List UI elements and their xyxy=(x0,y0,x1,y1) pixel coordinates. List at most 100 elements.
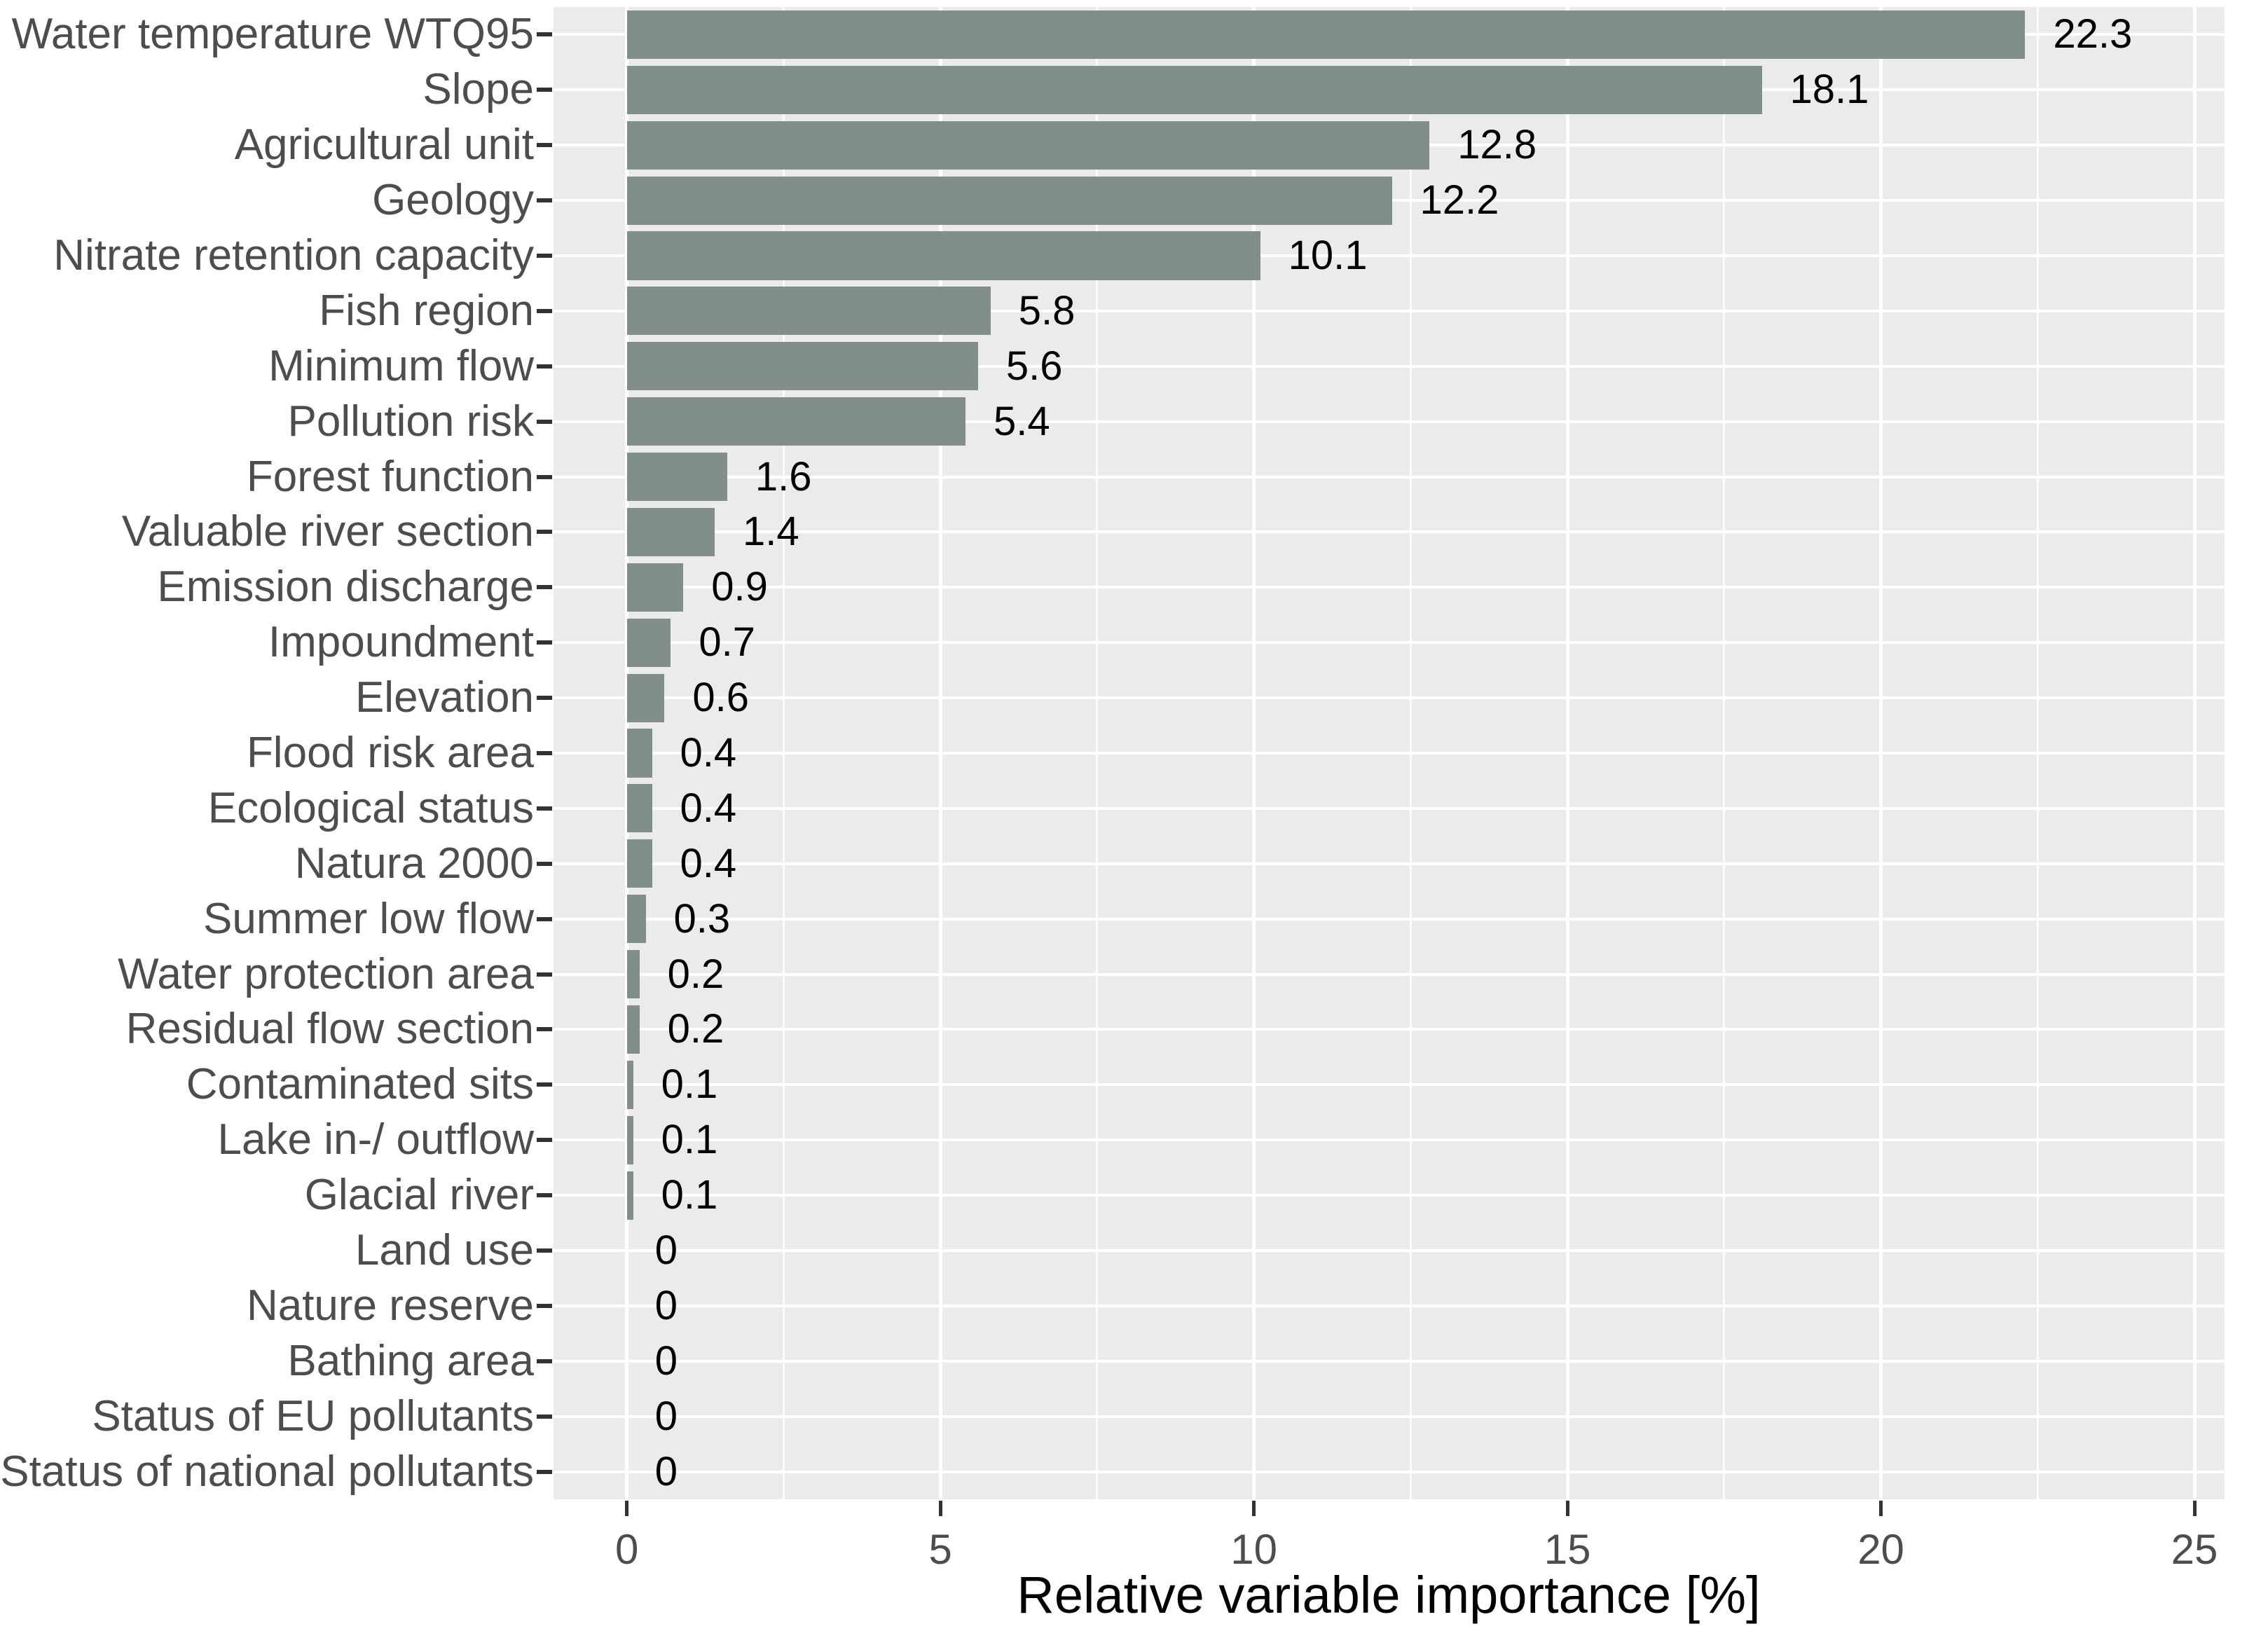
y-axis-label: Land use xyxy=(355,1226,534,1274)
x-axis-tick-label: 25 xyxy=(2171,1526,2218,1573)
x-axis-tick-mark xyxy=(938,1501,942,1516)
bar-value-label: 1.6 xyxy=(755,453,812,500)
bar-value-label: 0 xyxy=(654,1282,678,1328)
y-axis-tick-mark xyxy=(537,1082,552,1087)
bar-value-label: 0.2 xyxy=(667,951,724,997)
y-axis-tick-mark xyxy=(537,308,552,313)
category-gridline xyxy=(554,364,2225,368)
plot-panel: 22.3 18.1 12.8 12.2 10.1 5.8 5.6 5.4 1.6 1.4 0.9 0.… xyxy=(554,7,2225,1499)
y-axis-label: Status of EU pollutants xyxy=(92,1391,534,1440)
bar-value-label: 10.1 xyxy=(1288,233,1368,278)
y-axis-tick-mark xyxy=(537,640,552,645)
bar xyxy=(626,729,652,778)
bar xyxy=(626,618,671,667)
y-axis-tick-mark xyxy=(537,1469,552,1474)
y-axis-tick-mark xyxy=(537,861,552,866)
category-gridline xyxy=(554,641,2225,645)
y-axis-label: Minimum flow xyxy=(268,341,534,390)
y-axis-tick-mark xyxy=(537,1138,552,1143)
y-axis-tick-mark xyxy=(537,474,552,479)
bar xyxy=(626,397,965,446)
y-axis-tick-mark xyxy=(537,972,552,977)
category-gridline xyxy=(554,862,2225,865)
category-gridline xyxy=(554,917,2225,921)
y-axis-tick-mark xyxy=(537,1027,552,1032)
bar-value-label: 0.9 xyxy=(711,564,768,610)
bar-value-label: 18.1 xyxy=(1789,67,1869,113)
bar xyxy=(626,1060,633,1109)
y-axis-tick-mark xyxy=(537,1414,552,1419)
bar-value-label: 0.2 xyxy=(667,1006,724,1052)
y-axis-tick-mark xyxy=(537,916,552,921)
bar-value-label: 0.4 xyxy=(680,730,737,776)
category-gridline xyxy=(554,254,2225,257)
bar xyxy=(626,563,684,612)
bar-value-label: 0.1 xyxy=(661,1172,718,1218)
category-gridline xyxy=(554,806,2225,810)
y-axis-label: Natura 2000 xyxy=(294,839,534,888)
category-gridline xyxy=(554,1138,2225,1142)
bar-value-label: 1.4 xyxy=(742,509,799,555)
category-gridline xyxy=(554,752,2225,755)
y-axis-tick-mark xyxy=(537,254,552,258)
category-gridline xyxy=(554,1415,2225,1418)
category-gridline xyxy=(554,420,2225,423)
x-axis-tick-mark xyxy=(1565,1501,1569,1516)
y-axis-tick-mark xyxy=(537,88,552,92)
bar xyxy=(626,1005,640,1054)
bar xyxy=(626,65,1762,114)
y-axis-tick-mark xyxy=(537,143,552,148)
x-axis-title: Relative variable importance [%] xyxy=(1017,1566,1761,1624)
x-axis-tick-label: 5 xyxy=(928,1526,952,1573)
bar xyxy=(626,176,1392,225)
y-axis-label: Geology xyxy=(372,176,534,225)
bar xyxy=(626,342,978,391)
y-axis-label: Forest function xyxy=(246,452,534,501)
category-gridline xyxy=(554,1304,2225,1307)
y-axis-label: Summer low flow xyxy=(203,894,534,943)
y-axis-label: Elevation xyxy=(355,673,534,722)
bar-value-label: 0.1 xyxy=(661,1117,718,1163)
bar xyxy=(626,287,991,336)
x-axis-tick-mark xyxy=(1879,1501,1883,1516)
y-axis-label: Ecological status xyxy=(207,783,534,832)
bar-value-label: 0 xyxy=(654,1448,678,1494)
category-gridline xyxy=(554,1249,2225,1252)
y-axis-label: Pollution risk xyxy=(287,397,534,446)
x-axis-tick-label: 20 xyxy=(1857,1526,1904,1573)
bar xyxy=(626,1171,633,1220)
category-gridline xyxy=(554,972,2225,976)
bar-value-label: 5.8 xyxy=(1018,287,1075,333)
category-gridline xyxy=(554,475,2225,479)
bar-value-label: 5.6 xyxy=(1005,343,1063,389)
y-axis-label: Water temperature WTQ95 xyxy=(11,10,534,59)
bar-value-label: 12.8 xyxy=(1457,122,1537,168)
y-axis-tick-mark xyxy=(537,530,552,535)
y-axis-tick-mark xyxy=(537,1358,552,1363)
bar-value-label: 0.4 xyxy=(680,840,737,886)
y-axis-label: Status of national pollutants xyxy=(0,1447,534,1496)
y-axis-label: Nitrate retention capacity xyxy=(53,231,534,280)
bar-value-label: 0.1 xyxy=(661,1061,718,1108)
y-axis-label: Slope xyxy=(422,65,534,114)
y-axis-label: Emission discharge xyxy=(157,563,534,612)
y-axis-tick-mark xyxy=(537,364,552,369)
y-axis-label: Agricultural unit xyxy=(234,121,534,170)
x-axis-tick-mark xyxy=(1252,1501,1256,1516)
bar-value-label: 0.4 xyxy=(680,785,737,831)
y-axis-label: Water protection area xyxy=(118,949,534,998)
bar xyxy=(626,895,646,944)
category-gridline xyxy=(554,696,2225,700)
category-gridline xyxy=(554,1028,2225,1031)
y-axis-label: Bathing area xyxy=(287,1336,534,1385)
y-axis-tick-mark xyxy=(537,696,552,701)
bar xyxy=(626,453,727,502)
category-gridline xyxy=(554,1359,2225,1363)
y-axis-tick-mark xyxy=(537,1248,552,1253)
bar xyxy=(626,1115,633,1164)
category-gridline xyxy=(554,1083,2225,1087)
y-axis-tick-mark xyxy=(537,1303,552,1308)
bar-value-label: 12.2 xyxy=(1420,177,1499,223)
y-axis-tick-mark xyxy=(537,198,552,203)
y-axis-label: Glacial river xyxy=(304,1171,534,1220)
